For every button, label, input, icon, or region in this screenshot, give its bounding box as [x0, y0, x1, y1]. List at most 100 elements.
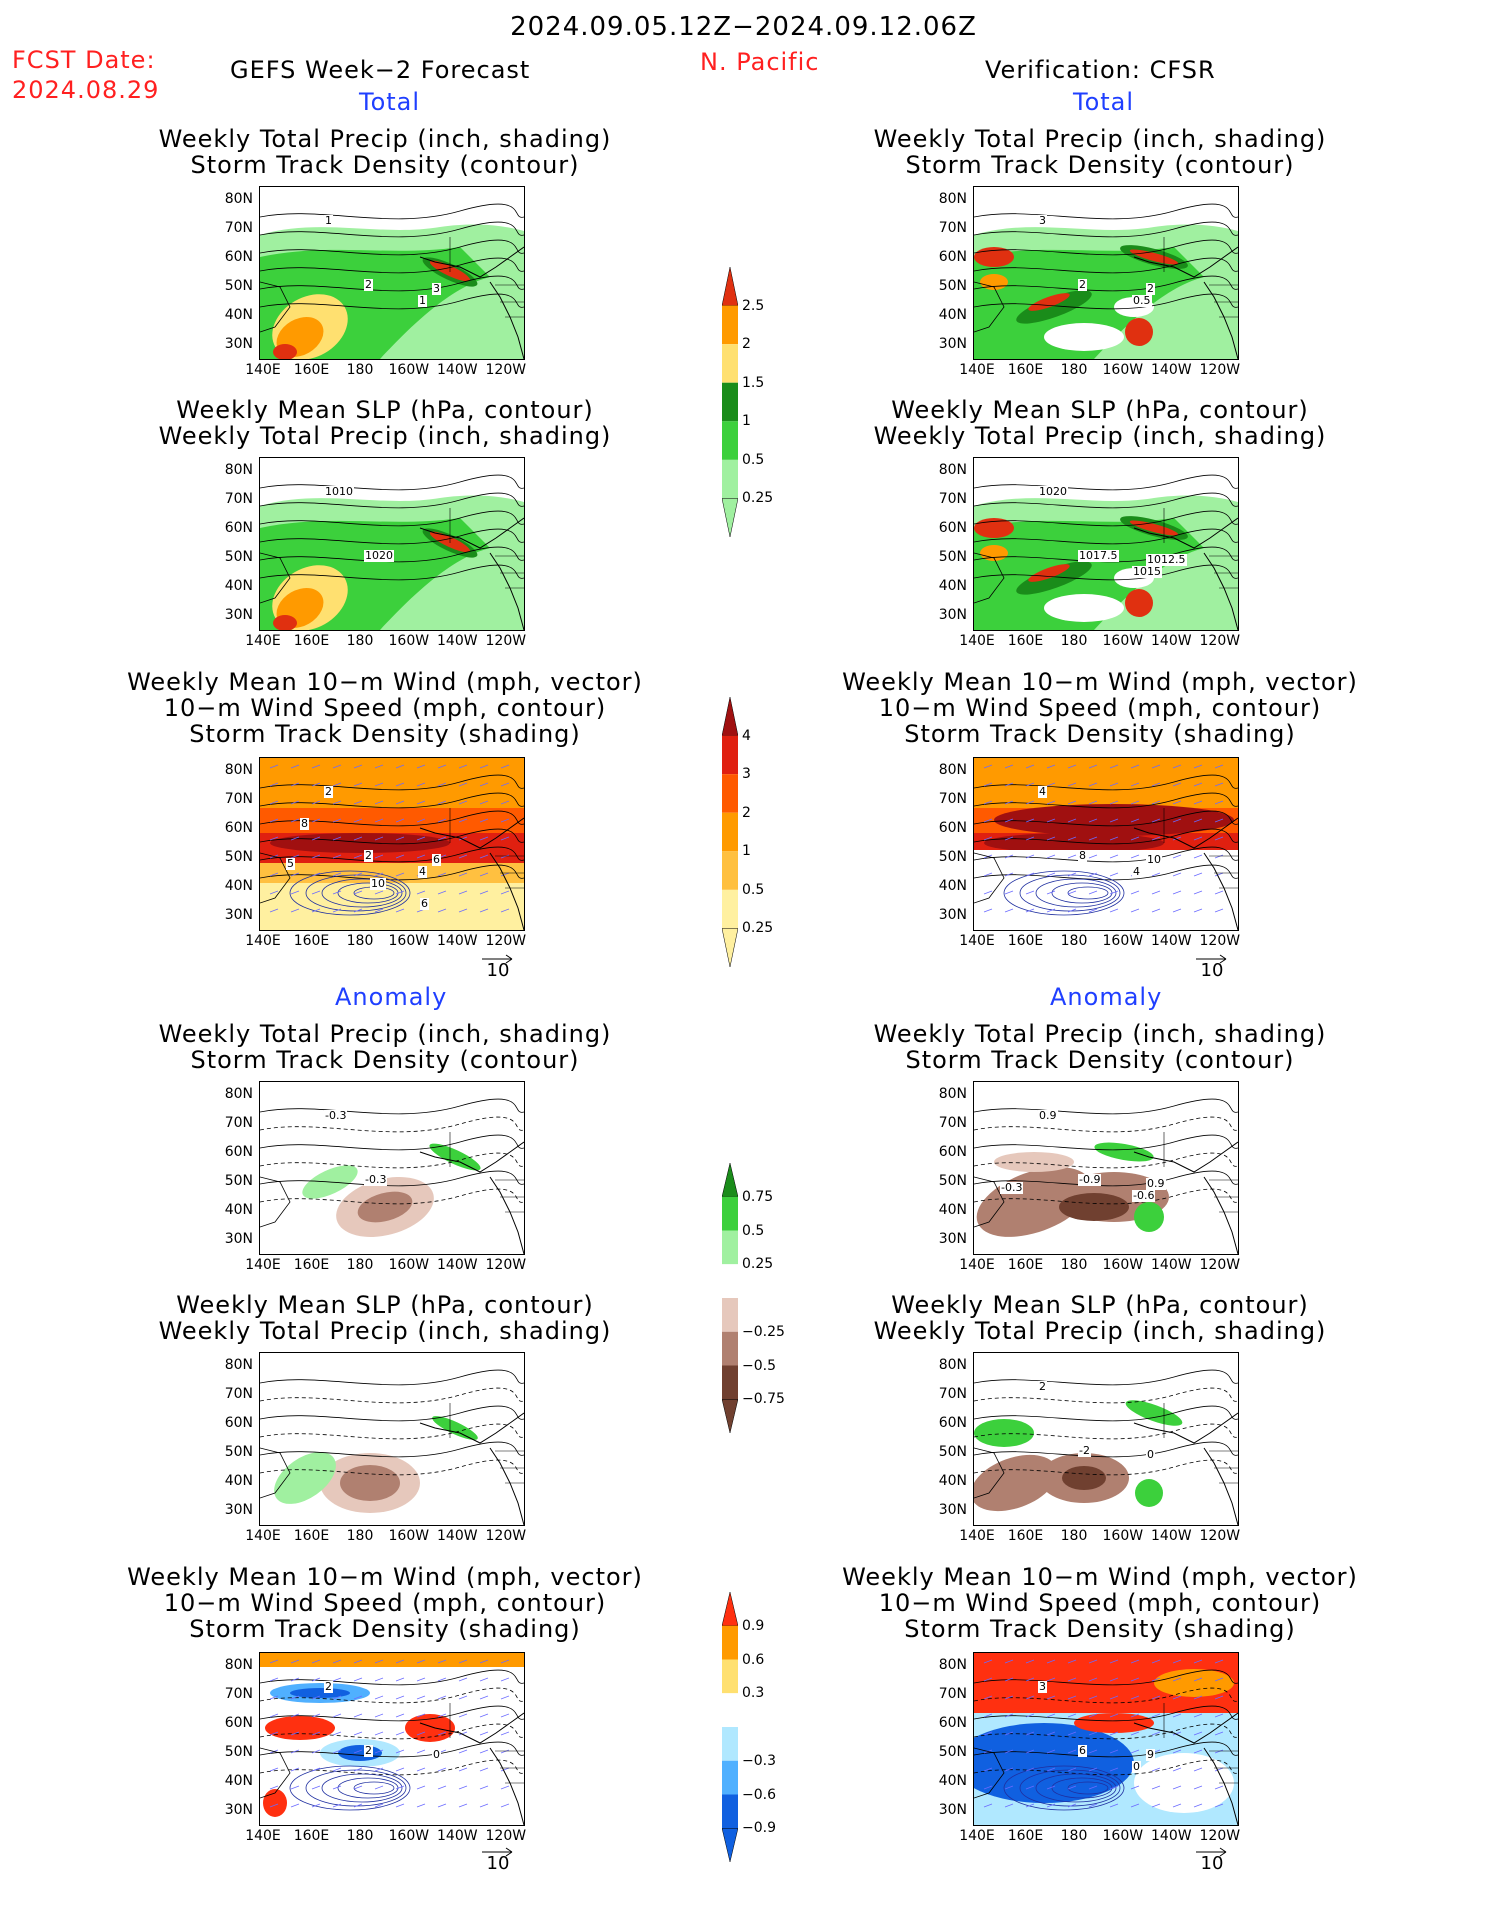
lon-tick-label: 140E [959, 1257, 995, 1273]
lon-tick-label: 120W [1199, 933, 1241, 949]
lon-tick-label: 120W [485, 633, 527, 649]
contour-label: 4 [1038, 785, 1047, 798]
lat-tick-label: 80N [224, 1086, 253, 1102]
lon-tick-label: 140W [437, 1257, 478, 1273]
vector-reference-label: 10 [1200, 1853, 1224, 1874]
lon-tick-label: 140W [1151, 1828, 1192, 1844]
lon-tick-label: 140W [1151, 362, 1192, 378]
lon-tick-label: 140W [437, 1528, 478, 1544]
f-slp-title: Weekly Mean SLP (hPa, contour) Weekly Tot… [158, 396, 612, 450]
lat-tick-label: 40N [938, 878, 967, 894]
precip-total-colorbar: 2.5 2 1.5 1 0.5 0.25 [721, 266, 773, 541]
contour-label: 4 [418, 865, 427, 878]
lat-tick-label: 60N [224, 1144, 253, 1160]
lat-tick-label: 50N [938, 1173, 967, 1189]
lat-tick-label: 30N [224, 1231, 253, 1247]
lat-tick-label: 40N [224, 1473, 253, 1489]
lat-tick-label: 80N [224, 462, 253, 478]
lon-tick-label: 180 [1060, 1828, 1088, 1844]
contour-label: 1012.5 [1146, 553, 1187, 566]
lon-tick-label: 180 [1060, 633, 1088, 649]
contour-label: 0.9 [1146, 1177, 1166, 1190]
lon-tick-label: 180 [1060, 1257, 1088, 1273]
lon-tick-label: 120W [485, 362, 527, 378]
contour-label: 3 [1038, 1680, 1047, 1693]
colorbar-tick-label: −0.6 [742, 1786, 776, 1803]
lat-tick-label: 40N [938, 578, 967, 594]
contour-label: 2 [364, 278, 373, 291]
lat-tick-label: 30N [224, 1502, 253, 1518]
contour-label: 3 [1038, 214, 1047, 227]
lon-tick-label: 180 [346, 1257, 374, 1273]
f-slp-map: 1010 1020 [259, 457, 525, 631]
contour-label: 1 [324, 214, 333, 227]
colorbar-tick-label: 4 [742, 727, 751, 744]
colorbar-tick-label: 0.3 [742, 1685, 765, 1702]
lat-tick-label: 80N [224, 191, 253, 207]
lon-tick-label: 160W [1102, 362, 1144, 378]
lon-tick-label: 160W [388, 633, 430, 649]
lat-tick-label: 70N [224, 1115, 253, 1131]
contour-label: 0.9 [1038, 1109, 1058, 1122]
contour-label: 0 [432, 1748, 441, 1761]
colorbar-tick-label: 0.25 [742, 490, 774, 507]
lon-tick-label: 180 [346, 362, 374, 378]
contour-label: -0.3 [1000, 1181, 1024, 1194]
contour-label: 6 [432, 853, 441, 866]
f-pt-title: Weekly Total Precip (inch, shading) Storm… [158, 125, 612, 179]
colorbar-tick-label: −0.25 [742, 1323, 785, 1340]
contour-label: 1020 [1038, 485, 1068, 498]
precip-anom-colorbar: 0.75 0.5 0.25 −0.25 −0.5 −0.75 [721, 1162, 785, 1437]
contour-label: 2 [364, 1744, 373, 1757]
contour-label: 0.5 [1132, 294, 1152, 307]
lat-tick-label: 70N [938, 791, 967, 807]
lat-tick-label: 70N [224, 491, 253, 507]
lat-tick-label: 80N [938, 1657, 967, 1673]
lon-tick-label: 160W [388, 1528, 430, 1544]
vector-reference-arrow-icon [1192, 950, 1232, 964]
lon-tick-label: 140W [437, 1828, 478, 1844]
contour-label: 1010 [324, 485, 354, 498]
lon-tick-label: 120W [485, 1828, 527, 1844]
lat-tick-label: 70N [938, 1386, 967, 1402]
lat-tick-label: 60N [938, 1415, 967, 1431]
lat-tick-label: 50N [224, 549, 253, 565]
lon-tick-label: 160E [293, 1257, 330, 1273]
lon-tick-label: 160E [1007, 633, 1044, 649]
lat-tick-label: 60N [224, 520, 253, 536]
lat-tick-label: 60N [224, 1715, 253, 1731]
lon-tick-label: 180 [1060, 933, 1088, 949]
contour-label: 0 [1132, 1760, 1141, 1773]
lat-tick-label: 30N [224, 336, 253, 352]
left-total-section: Total [359, 88, 421, 116]
lat-tick-label: 50N [224, 1744, 253, 1760]
left-anomaly-section: Anomaly [335, 983, 448, 1011]
lat-tick-label: 80N [224, 762, 253, 778]
f-aslp-map [259, 1352, 525, 1526]
lon-tick-label: 140E [959, 1828, 995, 1844]
colorbar-tick-label: −0.9 [742, 1820, 776, 1837]
colorbar-tick-label: 0.5 [742, 881, 765, 898]
contour-label: -0.3 [364, 1173, 388, 1186]
colorbar-tick-label: 2 [742, 804, 751, 821]
lon-tick-label: 160W [388, 1828, 430, 1844]
verification-title: Verification: CFSR [985, 56, 1216, 84]
right-total-section: Total [1073, 88, 1135, 116]
lat-tick-label: 60N [938, 820, 967, 836]
fcst-date-label: FCST Date: [12, 46, 156, 74]
right-anomaly-section: Anomaly [1050, 983, 1163, 1011]
lat-tick-label: 70N [938, 491, 967, 507]
date-range-title: 2024.09.05.12Z−2024.09.12.06Z [510, 12, 977, 42]
contour-label: 2 [324, 1680, 333, 1693]
contour-label: 8 [1078, 849, 1087, 862]
contour-label: 1020 [364, 549, 394, 562]
lon-tick-label: 160W [388, 362, 430, 378]
lon-tick-label: 140W [1151, 933, 1192, 949]
lon-tick-label: 160E [293, 1828, 330, 1844]
contour-label: 8 [300, 817, 309, 830]
lat-tick-label: 80N [224, 1357, 253, 1373]
v-aslp-title: Weekly Mean SLP (hPa, contour) Weekly Tot… [873, 1291, 1327, 1345]
lat-tick-label: 70N [224, 1686, 253, 1702]
vector-reference-label: 10 [486, 1853, 510, 1874]
